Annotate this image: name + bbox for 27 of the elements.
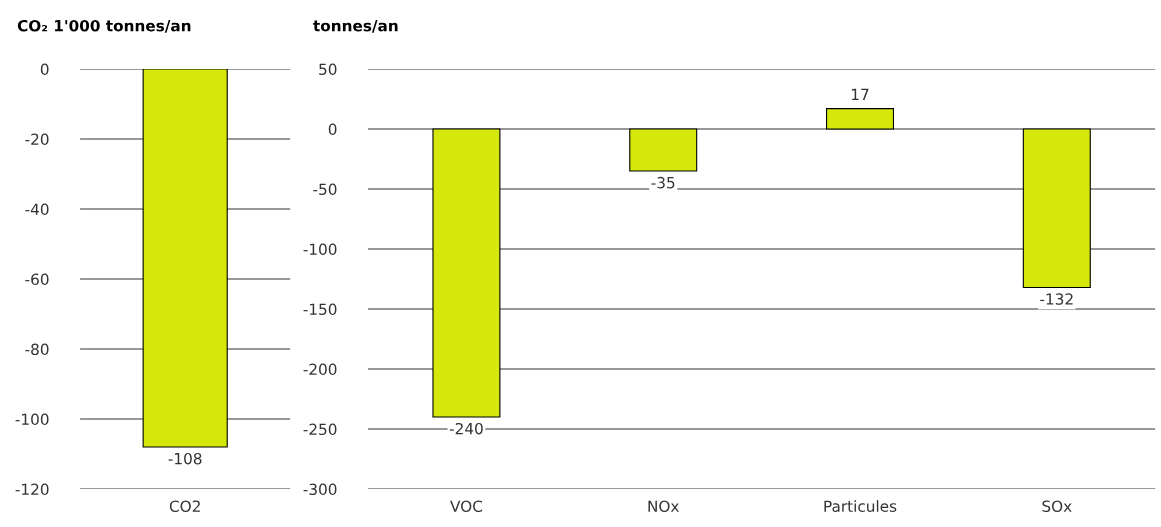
y-tick-label: -80 <box>25 343 49 356</box>
y-tick-label: -300 <box>303 483 337 496</box>
y-tick-label: -50 <box>313 183 337 196</box>
x-tick-label: NOx <box>648 500 679 512</box>
y-tick-label: 50 <box>319 63 337 76</box>
y-tick-label: -200 <box>303 363 337 376</box>
x-tick-label: CO2 <box>169 500 200 512</box>
y-tick-label: -120 <box>15 483 49 496</box>
y-tick-label: -20 <box>25 133 49 146</box>
y-tick-label: -100 <box>303 243 337 256</box>
data-label: -35 <box>651 176 675 189</box>
data-label: -132 <box>1040 293 1073 305</box>
x-tick-label: Particules <box>824 500 897 512</box>
data-label: -108 <box>168 452 202 465</box>
data-label: 17 <box>851 88 869 100</box>
y-tick-label: -100 <box>15 413 49 426</box>
x-tick-label: VOC <box>450 500 483 512</box>
y-tick-label: -150 <box>303 303 337 316</box>
x-tick-label: SOx <box>1042 500 1072 512</box>
y-tick-label: -60 <box>25 273 49 286</box>
y-tick-label: 0 <box>40 63 49 76</box>
y-tick-label: -250 <box>303 423 337 436</box>
data-label: -240 <box>449 422 483 435</box>
y-tick-label: 0 <box>328 123 337 136</box>
y-axis-title: CO₂ 1'000 tonnes/an <box>17 19 191 33</box>
y-tick-label: -40 <box>25 203 49 216</box>
y-axis-title: tonnes/an <box>313 20 398 33</box>
